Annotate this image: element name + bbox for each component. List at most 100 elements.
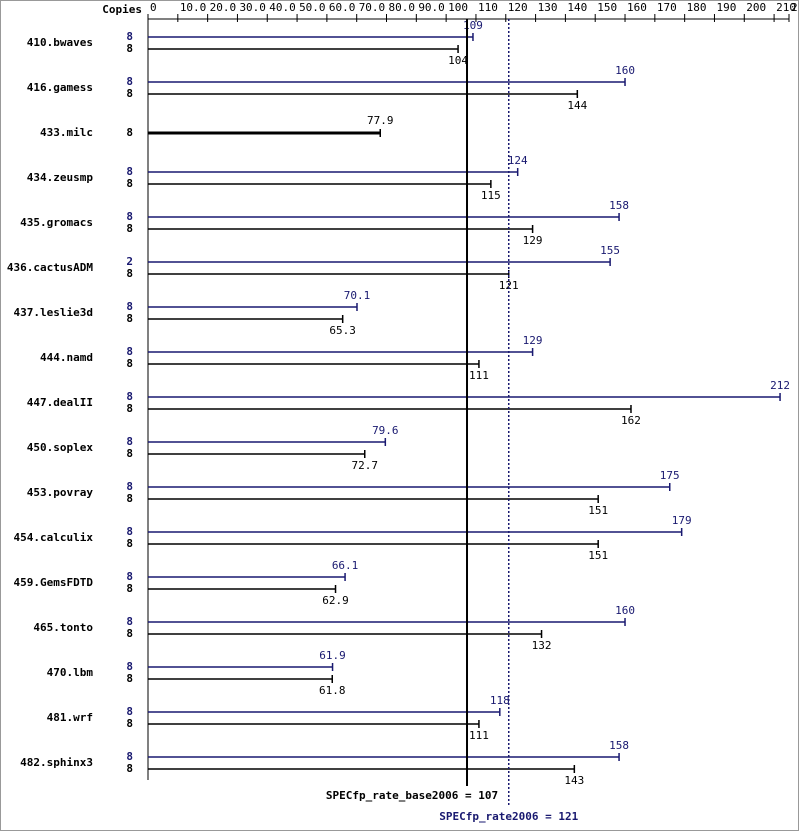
x-tick-label: 215 <box>791 1 799 14</box>
category-label: 416.gamess <box>27 81 93 94</box>
reference-label: SPECfp_rate2006 = 121 <box>439 810 578 823</box>
x-tick-label: 90.0 <box>418 1 445 14</box>
value-label: 158 <box>609 739 629 752</box>
copies-header: Copies <box>102 3 142 16</box>
value-label: 124 <box>508 154 528 167</box>
copies: 8 <box>126 537 133 550</box>
value-label: 72.7 <box>351 459 378 472</box>
x-tick-label: 210 <box>776 1 796 14</box>
value-label: 79.6 <box>372 424 399 437</box>
x-tick-label: 200 <box>746 1 766 14</box>
category-label: 434.zeusmp <box>27 171 94 184</box>
value-label: 144 <box>567 99 587 112</box>
x-tick-label: 130 <box>538 1 558 14</box>
x-tick-label: 40.0 <box>269 1 296 14</box>
value-label: 212 <box>770 379 790 392</box>
copies: 8 <box>126 42 133 55</box>
category-label: 447.dealII <box>27 396 93 409</box>
copies: 8 <box>126 267 133 280</box>
copies: 8 <box>126 390 133 403</box>
x-tick-label: 80.0 <box>389 1 416 14</box>
category-label: 450.soplex <box>27 441 94 454</box>
value-label: 175 <box>660 469 680 482</box>
value-label: 151 <box>588 504 608 517</box>
value-label: 179 <box>672 514 692 527</box>
category-label: 444.namd <box>40 351 93 364</box>
copies: 8 <box>126 762 133 775</box>
value-label: 160 <box>615 64 635 77</box>
copies: 8 <box>126 177 133 190</box>
copies: 8 <box>126 447 133 460</box>
value-label: 66.1 <box>332 559 359 572</box>
copies: 8 <box>126 300 133 313</box>
value-label: 129 <box>523 334 543 347</box>
category-label: 465.tonto <box>33 621 93 634</box>
x-tick-label: 30.0 <box>239 1 266 14</box>
copies: 8 <box>126 75 133 88</box>
value-label: 143 <box>564 774 584 787</box>
category-label: 437.leslie3d <box>14 306 93 319</box>
value-label: 104 <box>448 54 468 67</box>
x-tick-label: 10.0 <box>180 1 207 14</box>
value-label: 61.9 <box>319 649 346 662</box>
value-label: 158 <box>609 199 629 212</box>
value-label: 155 <box>600 244 620 257</box>
copies: 8 <box>126 672 133 685</box>
copies: 8 <box>126 357 133 370</box>
category-label: 481.wrf <box>47 711 93 724</box>
copies: 8 <box>126 750 133 763</box>
x-tick-label: 160 <box>627 1 647 14</box>
copies: 8 <box>126 126 133 139</box>
category-label: 433.milc <box>40 126 93 139</box>
copies: 8 <box>126 222 133 235</box>
category-label: 410.bwaves <box>27 36 93 49</box>
copies: 8 <box>126 615 133 628</box>
category-label: 470.lbm <box>47 666 94 679</box>
x-tick-label: 60.0 <box>329 1 356 14</box>
category-label: 453.povray <box>27 486 94 499</box>
copies: 8 <box>126 717 133 730</box>
x-tick-label: 120 <box>508 1 528 14</box>
copies: 8 <box>126 582 133 595</box>
category-label: 482.sphinx3 <box>20 756 93 769</box>
x-tick-label: 190 <box>716 1 736 14</box>
category-label: 454.calculix <box>14 531 94 544</box>
copies: 8 <box>126 627 133 640</box>
category-label: 459.GemsFDTD <box>14 576 94 589</box>
value-label: 129 <box>523 234 543 247</box>
value-label: 77.9 <box>367 114 394 127</box>
copies: 8 <box>126 435 133 448</box>
copies: 8 <box>126 30 133 43</box>
copies: 8 <box>126 210 133 223</box>
copies: 8 <box>126 165 133 178</box>
value-label: 115 <box>481 189 501 202</box>
x-tick-label: 50.0 <box>299 1 326 14</box>
reference-label: SPECfp_rate_base2006 = 107 <box>326 789 498 802</box>
copies: 8 <box>126 492 133 505</box>
value-label: 121 <box>499 279 519 292</box>
value-label: 70.1 <box>344 289 371 302</box>
value-label: 132 <box>532 639 552 652</box>
x-tick-label: 150 <box>597 1 617 14</box>
copies: 2 <box>126 255 133 268</box>
value-label: 61.8 <box>319 684 346 697</box>
x-tick-label: 70.0 <box>359 1 386 14</box>
copies: 8 <box>126 312 133 325</box>
x-tick-label: 20.0 <box>210 1 237 14</box>
value-label: 62.9 <box>322 594 349 607</box>
value-label: 162 <box>621 414 641 427</box>
copies: 8 <box>126 480 133 493</box>
value-label: 118 <box>490 694 510 707</box>
value-label: 111 <box>469 369 489 382</box>
copies: 8 <box>126 570 133 583</box>
copies: 8 <box>126 402 133 415</box>
x-tick-label: 100 <box>448 1 468 14</box>
value-label: 151 <box>588 549 608 562</box>
value-label: 65.3 <box>329 324 356 337</box>
category-label: 436.cactusADM <box>7 261 93 274</box>
copies: 8 <box>126 525 133 538</box>
copies: 8 <box>126 660 133 673</box>
value-label: 111 <box>469 729 489 742</box>
